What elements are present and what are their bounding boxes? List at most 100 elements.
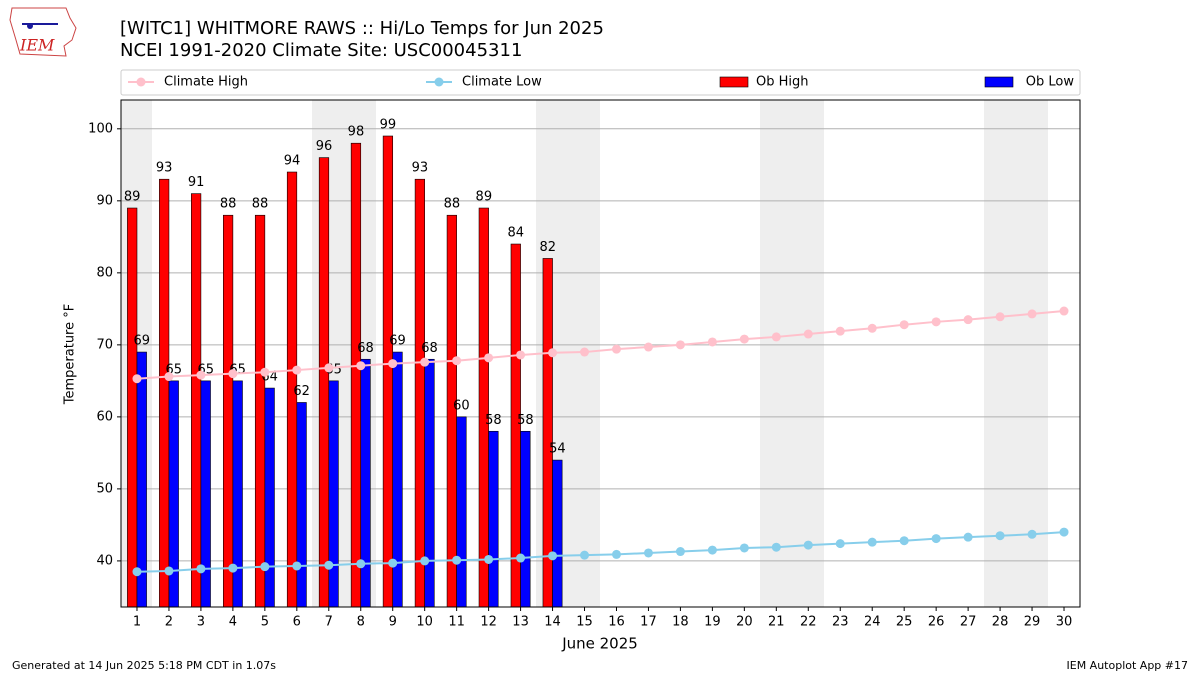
line-point: [1027, 309, 1037, 319]
x-tick-label: 19: [704, 615, 721, 630]
footer-left: Generated at 14 Jun 2025 5:18 PM CDT in …: [12, 659, 276, 672]
legend-label: Ob High: [756, 75, 809, 90]
bar: [520, 430, 531, 608]
x-tick-label: 4: [229, 615, 237, 630]
data-label: 94: [284, 154, 301, 169]
y-axis-label: Temperature °F: [63, 304, 78, 405]
y-tick-label: 40: [96, 553, 113, 568]
x-tick-label: 13: [512, 615, 529, 630]
x-tick-label: 2: [165, 615, 173, 630]
line-point: [707, 337, 717, 347]
logo: IEM: [9, 7, 77, 57]
y-tick-label: 90: [96, 193, 113, 208]
data-label: 69: [389, 334, 406, 349]
chart-subtitle: NCEI 1991-2020 Climate Site: USC00045311: [120, 40, 522, 61]
plot-frame: [120, 99, 1081, 608]
line-point: [452, 356, 462, 366]
data-label: 68: [357, 341, 374, 356]
legend-label: Climate High: [164, 75, 248, 90]
line-point: [516, 350, 526, 360]
line-point: [867, 537, 877, 547]
bar: [264, 387, 275, 608]
bar: [159, 178, 170, 608]
line-point: [899, 320, 909, 330]
line-point: [420, 357, 430, 367]
bar: [414, 178, 425, 608]
x-tick-label: 20: [736, 615, 753, 630]
x-tick-label: 23: [832, 615, 849, 630]
line-point: [995, 312, 1005, 322]
weekend-band: [760, 100, 824, 607]
x-tick-label: 12: [480, 615, 497, 630]
line-point: [611, 549, 621, 559]
data-label: 88: [252, 197, 269, 212]
line-point: [835, 539, 845, 549]
footer-right: IEM Autoplot App #17: [1067, 659, 1189, 672]
x-tick-label: 22: [800, 615, 817, 630]
y-tick-label: 60: [96, 409, 113, 424]
plot-area: [121, 100, 1080, 607]
x-tick-label: 18: [672, 615, 689, 630]
line-point: [260, 367, 270, 377]
data-label: 89: [124, 190, 141, 205]
data-label: 68: [421, 341, 438, 356]
x-tick-label: 24: [864, 615, 881, 630]
bar: [424, 358, 435, 608]
line-point: [931, 317, 941, 327]
line-point: [580, 347, 590, 357]
line-point: [867, 323, 877, 333]
x-tick-label: 10: [416, 615, 433, 630]
bar: [296, 402, 307, 608]
x-tick-label: 1: [133, 615, 141, 630]
line-point: [675, 547, 685, 557]
y-tick-label: 80: [96, 265, 113, 280]
line-point: [1059, 527, 1069, 537]
x-tick-label: 3: [197, 615, 205, 630]
y-tick-label: 100: [88, 121, 113, 136]
legend-swatch: [719, 76, 749, 88]
bar: [232, 380, 243, 608]
line-point: [132, 567, 142, 577]
data-label: 62: [293, 384, 310, 399]
line-point: [611, 344, 621, 354]
line-point: [771, 332, 781, 342]
line-point: [260, 562, 270, 572]
x-tick-label: 15: [576, 615, 593, 630]
weekend-band: [984, 100, 1048, 607]
x-tick-label: 9: [389, 615, 397, 630]
line-point: [164, 372, 174, 382]
line-point: [228, 369, 238, 379]
data-label: 58: [517, 413, 534, 428]
line: [136, 531, 1065, 573]
line-point: [931, 534, 941, 544]
line-point: [803, 540, 813, 550]
line-point: [484, 353, 494, 363]
bar: [127, 207, 138, 608]
x-tick-label: 7: [325, 615, 333, 630]
data-label: 91: [188, 175, 205, 190]
data-label: 58: [485, 413, 502, 428]
data-label: 99: [380, 118, 397, 133]
line-point: [388, 558, 398, 568]
line-point: [548, 348, 558, 358]
line-point: [484, 554, 494, 564]
bar: [552, 459, 563, 608]
line: [136, 310, 1065, 380]
x-axis-label: June 2025: [561, 635, 638, 653]
x-tick-label: 30: [1056, 615, 1073, 630]
line-point: [228, 563, 238, 573]
data-label: 88: [444, 197, 461, 212]
data-label: 82: [539, 240, 556, 255]
logo-text: IEM: [19, 36, 55, 55]
x-tick-label: 29: [1024, 615, 1041, 630]
bar: [328, 380, 339, 608]
line-point: [196, 564, 206, 574]
legend-swatch: [434, 77, 444, 87]
x-tick-label: 27: [960, 615, 977, 630]
legend-label: Ob Low: [1026, 75, 1075, 90]
x-tick-label: 16: [608, 615, 625, 630]
data-label: 69: [134, 334, 151, 349]
data-label: 60: [453, 398, 470, 413]
